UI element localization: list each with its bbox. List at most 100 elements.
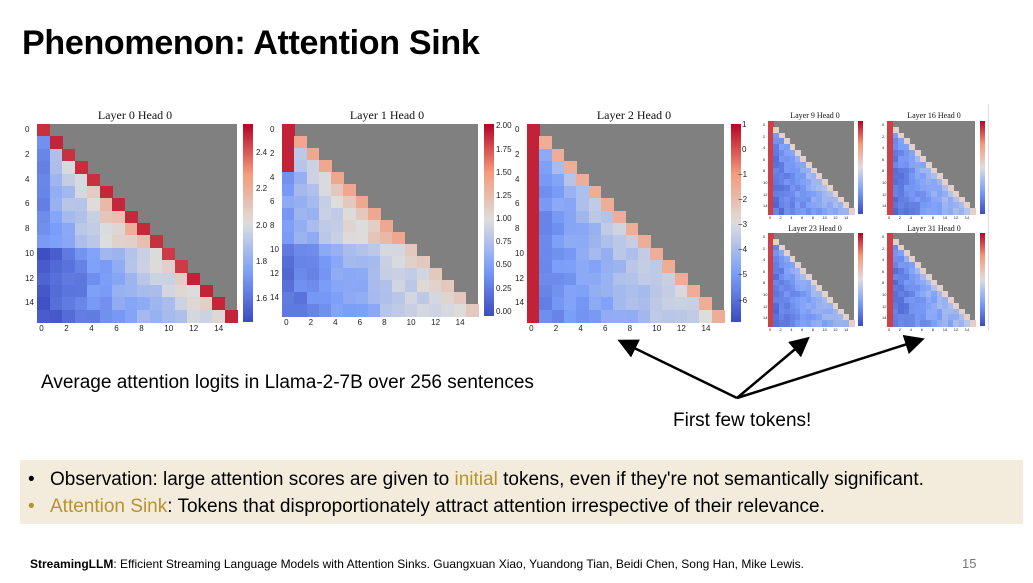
heatmap-grid (527, 124, 725, 323)
slide-title: Phenomenon: Attention Sink (22, 24, 480, 62)
cb-tick: 2.2 (256, 184, 268, 193)
panel-title-layer2: Layer 2 Head 0 (596, 108, 672, 122)
observation-accent: initial (454, 469, 498, 490)
cb-tick: 0.25 (496, 284, 512, 293)
colorbar (980, 121, 985, 214)
heatmap-grid (37, 124, 238, 323)
y-tick: 0 (763, 121, 766, 127)
x-tick: 4 (790, 327, 793, 332)
cb-tick: −4 (738, 245, 748, 254)
y-tick: 4 (882, 145, 885, 151)
heatmap-grid (768, 121, 855, 215)
y-tick: 12 (882, 191, 887, 197)
y-tick: 12 (882, 303, 887, 309)
y-tick: 6 (882, 268, 885, 274)
figure-caption: Average attention logits in Llama-2-7B o… (41, 372, 534, 393)
y-tick: 8 (882, 168, 885, 174)
colorbar (858, 121, 863, 214)
bullet-dot: • (28, 496, 35, 517)
x-tick: 10 (164, 324, 174, 333)
colorbar (484, 124, 494, 316)
x-tick: 2 (898, 327, 901, 332)
y-tick: 10 (515, 248, 524, 258)
x-tick: 8 (811, 327, 814, 332)
observation-box: • Observation: large attention scores are… (20, 460, 1023, 524)
x-tick: 2 (308, 318, 314, 327)
x-tick: 6 (800, 215, 804, 220)
cb-tick: 0.50 (496, 260, 512, 269)
x-tick: 12 (953, 215, 959, 220)
x-tick: 8 (931, 327, 934, 332)
y-tick: 14 (270, 293, 279, 302)
x-tick: 2 (779, 215, 782, 220)
panel-title-layer31: Layer 31 Head 0 (907, 224, 961, 233)
cb-tick: −3 (738, 220, 748, 229)
y-tick: 8 (763, 168, 766, 174)
x-tick: 2 (779, 327, 782, 332)
x-tick: 0 (887, 215, 890, 220)
y-tick: 2 (882, 245, 885, 251)
x-tick: 4 (790, 215, 793, 220)
y-tick: 4 (882, 257, 885, 263)
panel-title-layer0: Layer 0 Head 0 (97, 108, 173, 122)
cb-tick: 2.00 (496, 121, 512, 130)
cb-tick: 2.4 (256, 148, 268, 157)
heatmap-grid (887, 121, 976, 215)
y-tick: 8 (270, 221, 275, 230)
y-tick: 6 (25, 199, 30, 209)
x-tick: 14 (964, 215, 970, 220)
citation-title: StreamingLLM (30, 557, 114, 571)
x-tick: 10 (822, 215, 827, 220)
y-tick: 4 (763, 145, 766, 151)
x-tick: 6 (357, 318, 363, 327)
y-tick: 6 (763, 268, 766, 274)
x-tick: 10 (406, 318, 416, 327)
y-tick: 2 (270, 149, 275, 158)
cb-tick: −2 (738, 195, 748, 204)
x-tick: 12 (833, 327, 838, 332)
y-tick: 8 (515, 224, 520, 234)
arrow-left (617, 339, 738, 400)
x-tick: 0 (768, 215, 771, 220)
y-tick: 12 (763, 191, 768, 197)
cb-tick: 1.25 (496, 191, 512, 200)
y-tick: 2 (763, 245, 766, 251)
cb-tick: −1 (738, 170, 748, 179)
y-tick: 8 (763, 280, 766, 286)
cb-tick: 1.75 (496, 145, 512, 154)
y-tick: 6 (882, 156, 885, 162)
panel-border (988, 104, 989, 330)
y-tick: 12 (25, 273, 34, 283)
x-tick: 4 (909, 215, 912, 220)
cb-tick: 0.75 (496, 237, 512, 246)
y-tick: 0 (882, 121, 885, 127)
cb-tick: 0 (742, 145, 747, 154)
y-tick: 4 (515, 174, 520, 184)
attention-sink-bullet: • Attention Sink: Tokens that disproporti… (28, 496, 825, 518)
y-tick: 14 (763, 203, 768, 209)
attention-sink-term: Attention Sink (50, 496, 168, 517)
x-tick: 14 (214, 324, 224, 333)
y-tick: 8 (25, 224, 30, 234)
cb-tick: −6 (738, 296, 748, 305)
x-tick: 12 (833, 215, 838, 220)
attention-sink-definition: : Tokens that disproportionately attract… (167, 496, 825, 517)
y-tick: 2 (763, 133, 766, 139)
arrow-right (736, 334, 925, 400)
x-tick: 0 (529, 324, 534, 333)
observation-text: Observation: large attention scores are … (50, 469, 455, 490)
x-tick: 12 (676, 324, 686, 333)
x-tick: 2 (898, 215, 901, 220)
y-tick: 0 (515, 125, 520, 135)
x-tick: 0 (887, 327, 890, 332)
x-tick: 8 (139, 324, 144, 333)
colorbar (731, 124, 741, 322)
y-tick: 2 (25, 149, 30, 159)
x-tick: 4 (333, 318, 338, 327)
y-tick: 0 (763, 233, 766, 239)
x-tick: 2 (553, 324, 559, 333)
y-tick: 14 (882, 203, 887, 209)
x-tick: 8 (382, 318, 387, 327)
x-tick: 4 (89, 324, 94, 333)
